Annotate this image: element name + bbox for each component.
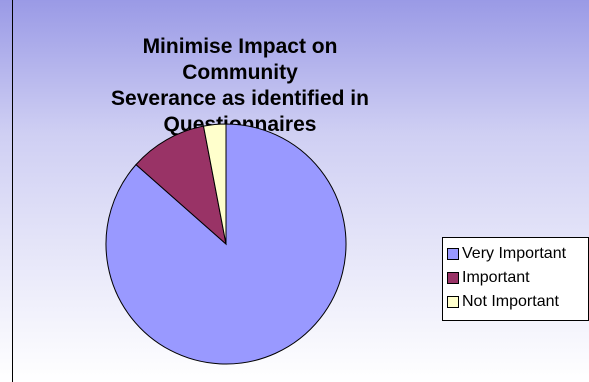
legend-swatch-important bbox=[447, 272, 459, 284]
legend-swatch-very-important bbox=[447, 248, 459, 260]
chart-title-line-2: Severance as identified in bbox=[111, 87, 369, 110]
legend-label-not-important: Not Important bbox=[462, 293, 559, 310]
chart-frame-left-edge bbox=[12, 0, 13, 382]
legend-item-very-important: Very Important bbox=[447, 242, 588, 266]
legend-item-not-important: Not Important bbox=[447, 290, 588, 314]
legend-label-very-important: Very Important bbox=[462, 245, 567, 262]
pie-slice-important bbox=[135, 125, 227, 246]
legend-label-important: Important bbox=[462, 269, 530, 286]
pie-slice-not-important bbox=[202, 123, 227, 245]
legend-item-important: Important bbox=[447, 266, 588, 290]
chart-legend: Very Important Important Not Important bbox=[442, 237, 589, 321]
legend-swatch-not-important bbox=[447, 296, 459, 308]
chart-title-line-1: Minimise Impact on Community bbox=[142, 35, 338, 84]
